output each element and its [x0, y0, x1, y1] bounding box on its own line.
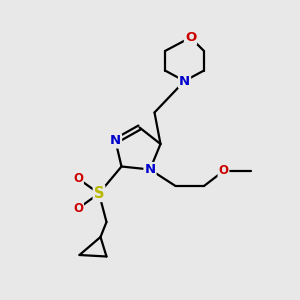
Text: O: O: [218, 164, 229, 178]
Text: O: O: [73, 172, 83, 185]
Text: N: N: [179, 74, 190, 88]
Text: O: O: [73, 202, 83, 215]
Text: N: N: [144, 163, 156, 176]
Text: O: O: [185, 31, 196, 44]
Text: N: N: [110, 134, 121, 148]
Text: S: S: [94, 186, 104, 201]
